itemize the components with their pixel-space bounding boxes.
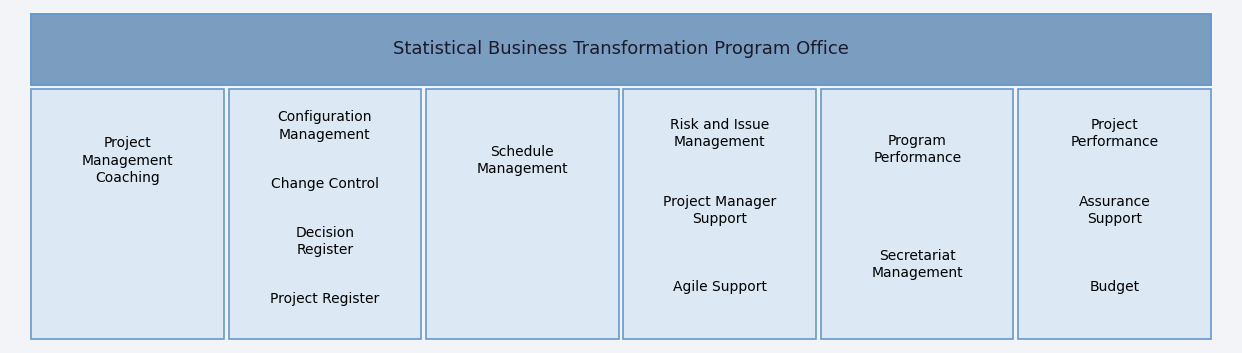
Text: Agile Support: Agile Support [673,281,766,294]
Text: Budget: Budget [1089,281,1140,294]
Text: Assurance
Support: Assurance Support [1079,195,1150,226]
FancyBboxPatch shape [31,14,1211,85]
Text: Project
Management
Coaching: Project Management Coaching [82,136,173,185]
Text: Project
Performance: Project Performance [1071,118,1159,149]
FancyBboxPatch shape [426,89,619,339]
FancyBboxPatch shape [229,89,421,339]
FancyBboxPatch shape [821,89,1013,339]
FancyBboxPatch shape [623,89,816,339]
Text: Change Control: Change Control [271,177,379,191]
Text: Decision
Register: Decision Register [296,226,354,257]
Text: Risk and Issue
Management: Risk and Issue Management [671,118,769,149]
Text: Secretariat
Management: Secretariat Management [872,249,963,280]
Text: Configuration
Management: Configuration Management [277,110,373,142]
FancyBboxPatch shape [31,89,224,339]
Text: Project Manager
Support: Project Manager Support [663,195,776,226]
FancyBboxPatch shape [1018,89,1211,339]
Text: Statistical Business Transformation Program Office: Statistical Business Transformation Prog… [392,41,850,58]
Text: Schedule
Management: Schedule Management [477,145,568,176]
Text: Project Register: Project Register [271,292,379,306]
Text: Program
Performance: Program Performance [873,133,961,165]
